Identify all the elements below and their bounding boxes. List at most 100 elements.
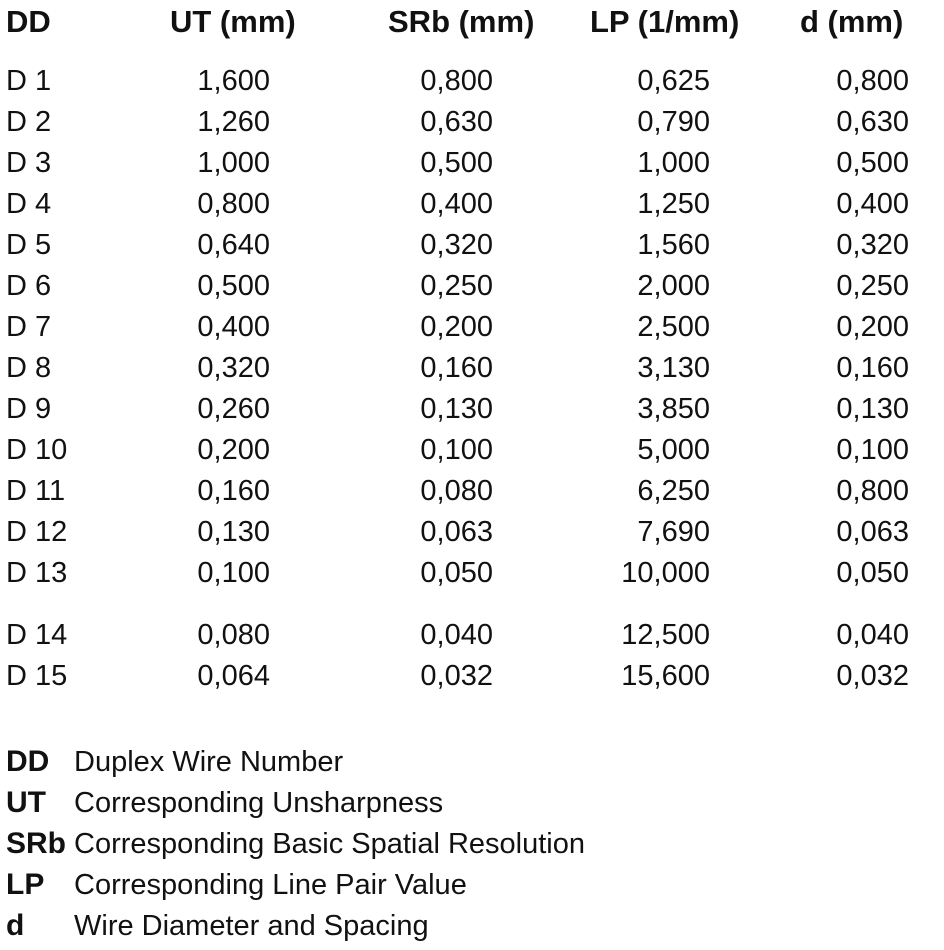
table-row: D 5 0,640 0,320 1,560 0,320 — [0, 225, 944, 265]
row-d: 0,100 — [836, 434, 909, 466]
row-dd: D 15 — [6, 660, 68, 692]
row-srb: 0,160 — [420, 352, 493, 384]
header-d: d (mm) — [800, 4, 904, 39]
table-row: D 15 0,064 0,032 15,600 0,032 — [0, 656, 944, 696]
row-dd: D 7 — [6, 311, 52, 343]
table-row: D 11 0,160 0,080 6,250 0,800 — [0, 471, 944, 511]
row-ut: 0,400 — [197, 311, 270, 343]
legend-item: DD Duplex Wire Number — [6, 742, 926, 782]
row-d: 0,400 — [836, 188, 909, 220]
row-srb: 0,032 — [420, 660, 493, 692]
row-ut: 0,064 — [197, 660, 270, 692]
row-dd: D 12 — [6, 516, 68, 548]
row-srb: 0,250 — [420, 270, 493, 302]
row-srb: 0,400 — [420, 188, 493, 220]
row-srb: 0,630 — [420, 106, 493, 138]
legend-abbr: d — [6, 909, 25, 942]
row-d: 0,063 — [836, 516, 909, 548]
row-dd: D 10 — [6, 434, 68, 466]
table-row: D 10 0,200 0,100 5,000 0,100 — [0, 430, 944, 470]
row-lp: 2,000 — [637, 270, 710, 302]
row-srb: 0,080 — [420, 475, 493, 507]
row-d: 0,160 — [836, 352, 909, 384]
header-ut: UT (mm) — [170, 4, 296, 39]
row-d: 0,630 — [836, 106, 909, 138]
table-row: D 12 0,130 0,063 7,690 0,063 — [0, 512, 944, 552]
row-ut: 0,320 — [197, 352, 270, 384]
row-lp: 1,250 — [637, 188, 710, 220]
header-lp: LP (1/mm) — [590, 4, 740, 39]
legend-item: UT Corresponding Unsharpness — [6, 783, 926, 823]
row-lp: 3,850 — [637, 393, 710, 425]
row-d: 0,200 — [836, 311, 909, 343]
row-srb: 0,040 — [420, 619, 493, 651]
row-ut: 0,500 — [197, 270, 270, 302]
row-srb: 0,500 — [420, 147, 493, 179]
row-lp: 6,250 — [637, 475, 710, 507]
row-srb: 0,063 — [420, 516, 493, 548]
legend-abbr: DD — [6, 745, 50, 778]
row-srb: 0,100 — [420, 434, 493, 466]
row-srb: 0,130 — [420, 393, 493, 425]
table-row: D 7 0,400 0,200 2,500 0,200 — [0, 307, 944, 347]
row-ut: 0,080 — [197, 619, 270, 651]
row-lp: 1,560 — [637, 229, 710, 261]
legend-item: SRb Corresponding Basic Spatial Resolutio… — [6, 824, 926, 864]
row-dd: D 2 — [6, 106, 52, 138]
row-dd: D 6 — [6, 270, 52, 302]
table-row: D 8 0,320 0,160 3,130 0,160 — [0, 348, 944, 388]
row-dd: D 14 — [6, 619, 68, 651]
row-ut: 0,640 — [197, 229, 270, 261]
row-dd: D 13 — [6, 557, 68, 589]
row-d: 0,050 — [836, 557, 909, 589]
row-d: 0,500 — [836, 147, 909, 179]
legend-description: Corresponding Unsharpness — [74, 787, 444, 819]
row-lp: 0,625 — [637, 65, 710, 97]
row-d: 0,130 — [836, 393, 909, 425]
legend-abbr: UT — [6, 786, 46, 819]
row-lp: 12,500 — [621, 619, 710, 651]
row-ut: 1,000 — [197, 147, 270, 179]
row-ut: 0,160 — [197, 475, 270, 507]
row-ut: 1,260 — [197, 106, 270, 138]
legend-abbr: SRb — [6, 827, 66, 860]
legend-description: Corresponding Basic Spatial Resolution — [74, 828, 586, 860]
row-lp: 15,600 — [621, 660, 710, 692]
row-d: 0,032 — [836, 660, 909, 692]
row-lp: 10,000 — [621, 557, 710, 589]
header-srb: SRb (mm) — [388, 4, 535, 39]
row-d: 0,800 — [836, 475, 909, 507]
row-dd: D 9 — [6, 393, 52, 425]
row-srb: 0,050 — [420, 557, 493, 589]
table-row: D 13 0,100 0,050 10,000 0,050 — [0, 553, 944, 593]
row-ut: 1,600 — [197, 65, 270, 97]
row-d: 0,800 — [836, 65, 909, 97]
row-ut: 0,260 — [197, 393, 270, 425]
legend-description: Duplex Wire Number — [74, 746, 344, 778]
header-dd: DD — [6, 4, 51, 39]
table-row: D 14 0,080 0,040 12,500 0,040 — [0, 615, 944, 655]
row-d: 0,320 — [836, 229, 909, 261]
row-ut: 0,130 — [197, 516, 270, 548]
row-dd: D 11 — [6, 475, 66, 507]
row-srb: 0,800 — [420, 65, 493, 97]
legend-abbr: LP — [6, 868, 45, 901]
row-lp: 1,000 — [637, 147, 710, 179]
row-ut: 0,800 — [197, 188, 270, 220]
row-d: 0,250 — [836, 270, 909, 302]
table-row: D 2 1,260 0,630 0,790 0,630 — [0, 102, 944, 142]
row-lp: 7,690 — [637, 516, 710, 548]
legend-description: Wire Diameter and Spacing — [74, 910, 429, 942]
row-srb: 0,200 — [420, 311, 493, 343]
table-row: D 3 1,000 0,500 1,000 0,500 — [0, 143, 944, 183]
legend-item: LP Corresponding Line Pair Value — [6, 865, 926, 905]
row-lp: 3,130 — [637, 352, 710, 384]
row-ut: 0,200 — [197, 434, 270, 466]
row-dd: D 5 — [6, 229, 52, 261]
legend-description: Corresponding Line Pair Value — [74, 869, 467, 901]
row-dd: D 4 — [6, 188, 52, 220]
row-ut: 0,100 — [197, 557, 270, 589]
row-dd: D 8 — [6, 352, 52, 384]
row-srb: 0,320 — [420, 229, 493, 261]
